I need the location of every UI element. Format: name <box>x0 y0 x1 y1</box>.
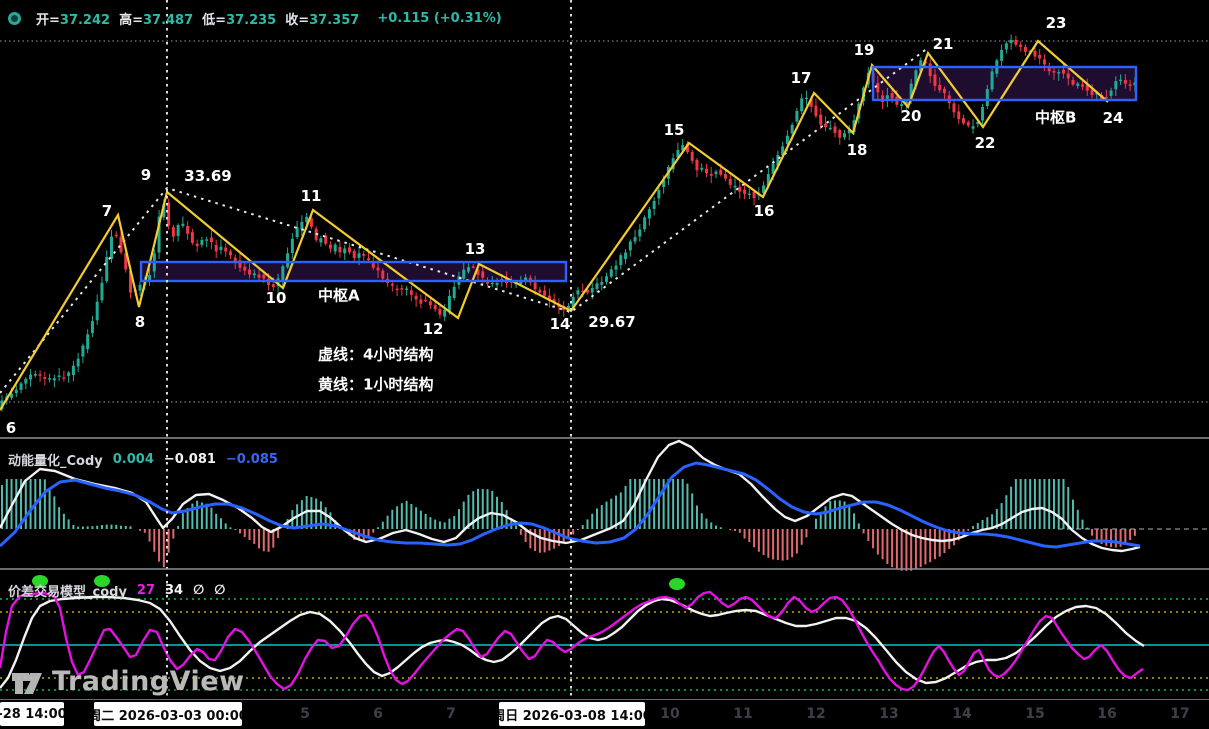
annotation-18: 18 <box>846 141 868 159</box>
annotation-17: 17 <box>790 69 812 87</box>
annotation-20: 20 <box>900 107 922 125</box>
annotation-11: 11 <box>300 187 322 205</box>
tradingview-logo-text: TradingView <box>52 665 245 697</box>
time-tick-12: 12 <box>806 706 826 722</box>
momentum-indicator-legend[interactable]: 动能量化_Cody 0.004 −0.081 −0.085 <box>8 450 278 469</box>
time-tick-14: 14 <box>952 706 972 722</box>
session-label-2[interactable]: 周日 2026-03-08 14:00 <box>499 702 645 726</box>
time-tick-11: 11 <box>733 706 753 722</box>
indicator1-value2: −0.081 <box>163 452 216 467</box>
session-label-0[interactable]: -28 14:00 <box>0 702 64 726</box>
annotation-33.69: 33.69 <box>184 167 232 185</box>
indicator2-value1: 27 <box>136 583 156 598</box>
annotation-8: 8 <box>134 313 146 331</box>
ohlc-item: 高=37.487 <box>119 13 194 28</box>
ohlc-values: 开=37.242 高=37.487 低=37.235 收=37.357 <box>36 9 368 28</box>
indicator2-value2: 34 <box>165 583 184 598</box>
annotation-中枢B: 中枢B <box>1035 108 1077 127</box>
spread-white-line <box>0 595 1145 689</box>
annotation-24: 24 <box>1102 109 1124 127</box>
indicator2-title: 价差交易模型_cody <box>8 585 127 600</box>
ohlc-legend[interactable]: 开=37.242 高=37.487 低=37.235 收=37.357 +0.115 … <box>8 9 502 28</box>
indicator2-value4: ∅ <box>214 583 226 598</box>
change-value: +0.115 (+0.31%) <box>377 11 502 26</box>
annotation-黄线：1小时结构: 黄线：1小时结构 <box>318 375 434 394</box>
tradingview-logo[interactable]: TradingView <box>10 664 245 698</box>
spread-indicator-legend[interactable]: 价差交易模型_cody 27 34 ∅ ∅ <box>8 581 225 600</box>
ohlc-item: 收=37.357 <box>285 13 360 28</box>
annotation-14: 14 <box>549 315 571 333</box>
time-tick-13: 13 <box>879 706 899 722</box>
time-tick-7: 7 <box>446 706 456 722</box>
indicator2-value3: ∅ <box>193 583 205 598</box>
spread-guide-lines <box>0 598 1209 691</box>
ohlc-item: 开=37.242 <box>36 13 111 28</box>
annotation-中枢A: 中枢A <box>318 286 360 305</box>
momentum-white-line <box>0 439 1141 553</box>
indicator1-title: 动能量化_Cody <box>8 454 103 469</box>
session-vlines <box>166 0 572 700</box>
zigzag-4h-dotted <box>0 47 929 394</box>
grid-lines <box>0 40 1209 403</box>
session-label-1[interactable]: 周二 2026-03-03 00:00 <box>94 702 242 726</box>
time-axis[interactable]: 5 6 7 10 11 12 13 14 15 16 17 -28 14:00 周二 2026-03-0… <box>0 700 1209 729</box>
annotation-9: 9 <box>140 166 152 184</box>
momentum-blue-line <box>0 461 1141 549</box>
spread-magenta-line <box>0 590 1144 692</box>
time-tick-16: 16 <box>1097 706 1117 722</box>
ohlc-item: 低=37.235 <box>202 13 277 28</box>
annotation-12: 12 <box>422 320 444 338</box>
time-tick-5: 5 <box>300 706 310 722</box>
series-marker-icon <box>8 12 21 25</box>
annotation-6: 6 <box>5 419 17 437</box>
annotation-13: 13 <box>464 240 486 258</box>
annotation-虚线：4小时结构: 虚线：4小时结构 <box>318 345 434 364</box>
annotation-21: 21 <box>932 35 954 53</box>
spread-signal-markers <box>32 575 685 590</box>
tradingview-logo-icon <box>12 673 42 694</box>
pane-separators <box>0 437 1209 701</box>
annotation-15: 15 <box>663 121 685 139</box>
zigzag-1h-yellow <box>0 39 1109 411</box>
time-tick-17: 17 <box>1170 706 1190 722</box>
annotation-22: 22 <box>974 134 996 152</box>
pivot-box-borders <box>139 65 1138 283</box>
indicator1-value3: −0.085 <box>225 452 278 467</box>
time-tick-6: 6 <box>373 706 383 722</box>
annotation-16: 16 <box>753 202 775 220</box>
momentum-histogram <box>1 479 1136 571</box>
indicator1-value1: 0.004 <box>112 452 154 467</box>
time-tick-10: 10 <box>660 706 680 722</box>
time-tick-15: 15 <box>1025 706 1045 722</box>
annotation-29.67: 29.67 <box>588 313 636 331</box>
annotation-19: 19 <box>853 41 875 59</box>
annotation-10: 10 <box>265 289 287 307</box>
annotation-7: 7 <box>101 202 113 220</box>
annotation-23: 23 <box>1045 14 1067 32</box>
